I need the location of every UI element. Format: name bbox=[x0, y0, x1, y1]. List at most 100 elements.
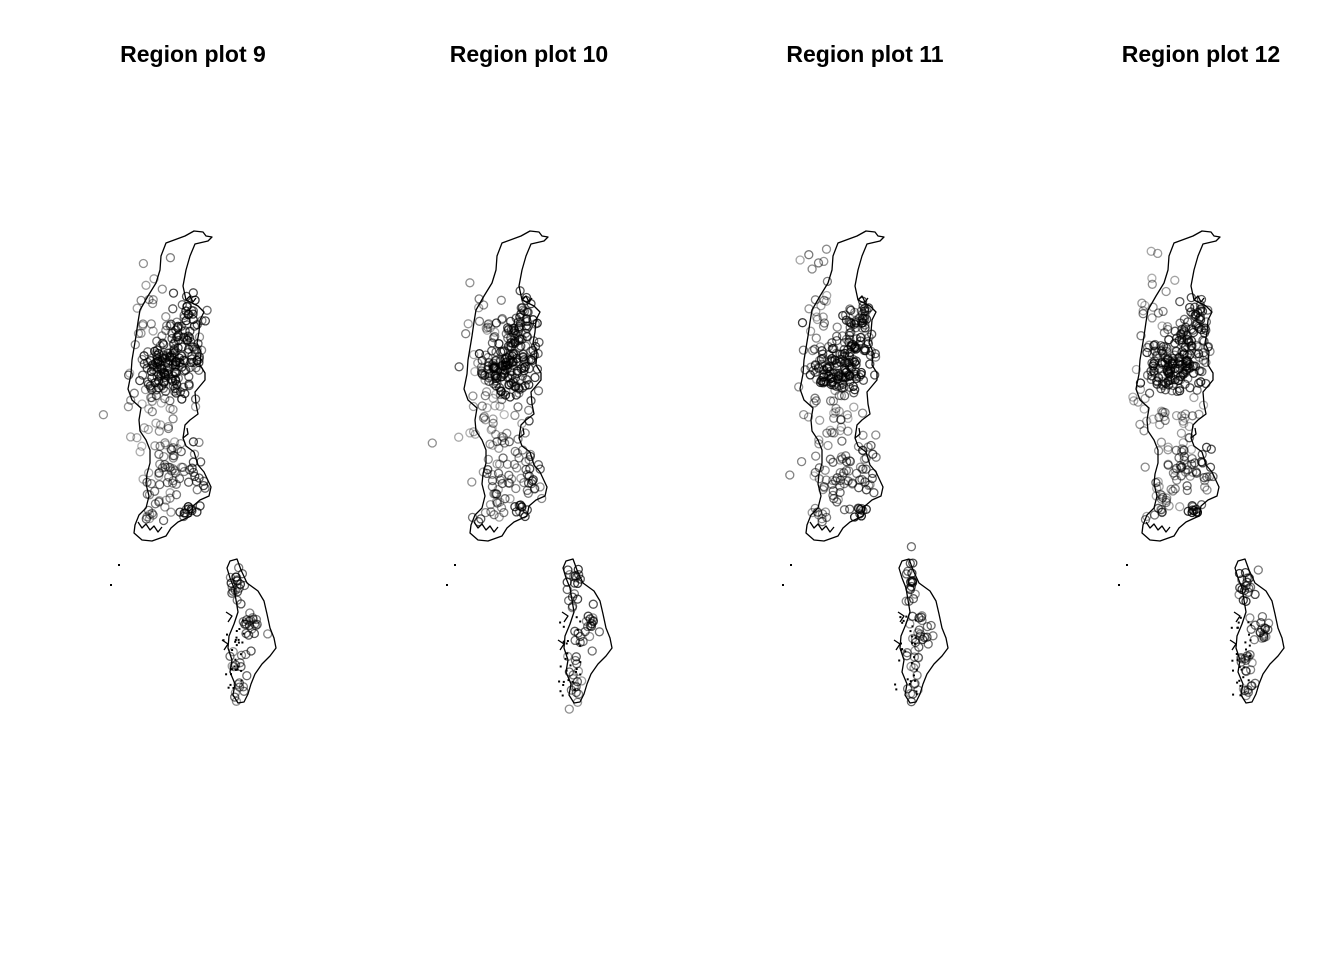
observation-point bbox=[508, 377, 518, 387]
observation-point bbox=[454, 432, 464, 442]
observation-point bbox=[804, 250, 814, 260]
observation-point bbox=[158, 383, 169, 393]
observation-point bbox=[905, 577, 916, 587]
observation-point bbox=[864, 332, 874, 342]
observation-point bbox=[845, 456, 856, 467]
observation-point bbox=[844, 466, 854, 476]
observation-point bbox=[1245, 582, 1256, 592]
observation-point bbox=[1199, 351, 1209, 361]
observation-point bbox=[146, 392, 156, 403]
observation-point bbox=[474, 349, 485, 359]
observation-point bbox=[174, 473, 185, 484]
islet-marker bbox=[571, 680, 574, 683]
observation-point bbox=[1162, 322, 1173, 332]
observation-point bbox=[1158, 407, 1168, 417]
observation-point bbox=[490, 331, 500, 342]
observation-point bbox=[1201, 357, 1211, 368]
observation-point bbox=[827, 427, 837, 438]
islet-marker bbox=[1232, 693, 1235, 696]
observation-point bbox=[915, 631, 926, 641]
observation-point bbox=[914, 625, 924, 635]
observation-point bbox=[1176, 330, 1186, 340]
islet-marker bbox=[900, 642, 902, 645]
observation-point bbox=[512, 366, 522, 376]
islet-marker bbox=[235, 630, 238, 632]
map-panel-11: Region plot 11 bbox=[782, 41, 949, 707]
islet-marker bbox=[446, 584, 448, 586]
observation-point bbox=[241, 649, 251, 660]
observation-point bbox=[516, 341, 526, 351]
observation-point bbox=[908, 558, 918, 568]
observation-point bbox=[233, 679, 243, 690]
observation-point bbox=[147, 508, 157, 518]
observation-point bbox=[468, 427, 479, 437]
observation-point bbox=[829, 428, 839, 438]
observation-point bbox=[858, 445, 868, 456]
observation-point bbox=[495, 356, 506, 367]
observation-point bbox=[571, 687, 581, 698]
observation-point bbox=[1249, 635, 1259, 645]
observation-point bbox=[830, 385, 840, 396]
observation-point bbox=[243, 630, 254, 640]
observation-point bbox=[502, 428, 512, 438]
observation-point bbox=[1182, 355, 1192, 365]
observation-point bbox=[159, 451, 169, 462]
observation-point bbox=[908, 633, 918, 644]
observation-point bbox=[1194, 323, 1204, 333]
observation-point bbox=[851, 316, 861, 326]
observation-point bbox=[1151, 491, 1161, 501]
observation-point bbox=[1177, 369, 1187, 380]
observation-point bbox=[1153, 248, 1163, 259]
observation-point bbox=[492, 436, 502, 447]
observation-point bbox=[1156, 494, 1167, 504]
observation-point bbox=[533, 460, 544, 470]
observation-point bbox=[532, 318, 542, 328]
observation-point bbox=[521, 456, 531, 467]
observation-point bbox=[857, 474, 867, 485]
coastline-fragment bbox=[137, 521, 163, 533]
observation-point bbox=[834, 406, 844, 416]
observation-point bbox=[1152, 483, 1162, 494]
observation-point bbox=[1136, 331, 1146, 341]
observation-point bbox=[819, 318, 830, 328]
islet-marker bbox=[913, 656, 916, 659]
observation-point bbox=[147, 396, 157, 406]
observation-point bbox=[147, 298, 158, 309]
observation-point bbox=[1171, 346, 1182, 357]
observation-point bbox=[525, 464, 535, 474]
observation-point bbox=[492, 459, 502, 469]
observation-point bbox=[511, 357, 522, 367]
observation-point bbox=[916, 612, 926, 622]
observation-point bbox=[141, 280, 151, 290]
observation-point bbox=[514, 453, 524, 463]
observation-point bbox=[859, 454, 870, 464]
observation-point bbox=[180, 388, 190, 399]
observation-point bbox=[813, 258, 824, 268]
observation-point bbox=[161, 312, 171, 322]
observation-point bbox=[912, 670, 922, 680]
observation-point bbox=[495, 389, 506, 400]
observation-point bbox=[168, 376, 178, 386]
observation-point bbox=[154, 471, 164, 481]
observation-point bbox=[1200, 323, 1210, 333]
observation-point bbox=[522, 505, 532, 515]
islet-marker bbox=[236, 668, 239, 671]
islet-marker bbox=[225, 673, 228, 676]
panel-title: Region plot 9 bbox=[120, 41, 266, 67]
observation-point bbox=[569, 682, 579, 692]
observation-point bbox=[845, 371, 855, 381]
observation-point bbox=[1240, 685, 1250, 696]
islet-marker bbox=[234, 668, 237, 671]
observation-point bbox=[864, 303, 874, 313]
observation-point bbox=[152, 371, 162, 382]
coastline-fragment bbox=[1229, 639, 1237, 651]
islet-marker bbox=[237, 638, 240, 641]
observation-point bbox=[841, 372, 851, 382]
observation-point bbox=[129, 388, 139, 398]
observation-point bbox=[1178, 416, 1188, 426]
islet-marker bbox=[1231, 659, 1234, 662]
observation-point bbox=[835, 475, 846, 486]
observation-point bbox=[501, 386, 511, 397]
observation-point bbox=[169, 451, 179, 461]
observation-point bbox=[803, 412, 814, 422]
